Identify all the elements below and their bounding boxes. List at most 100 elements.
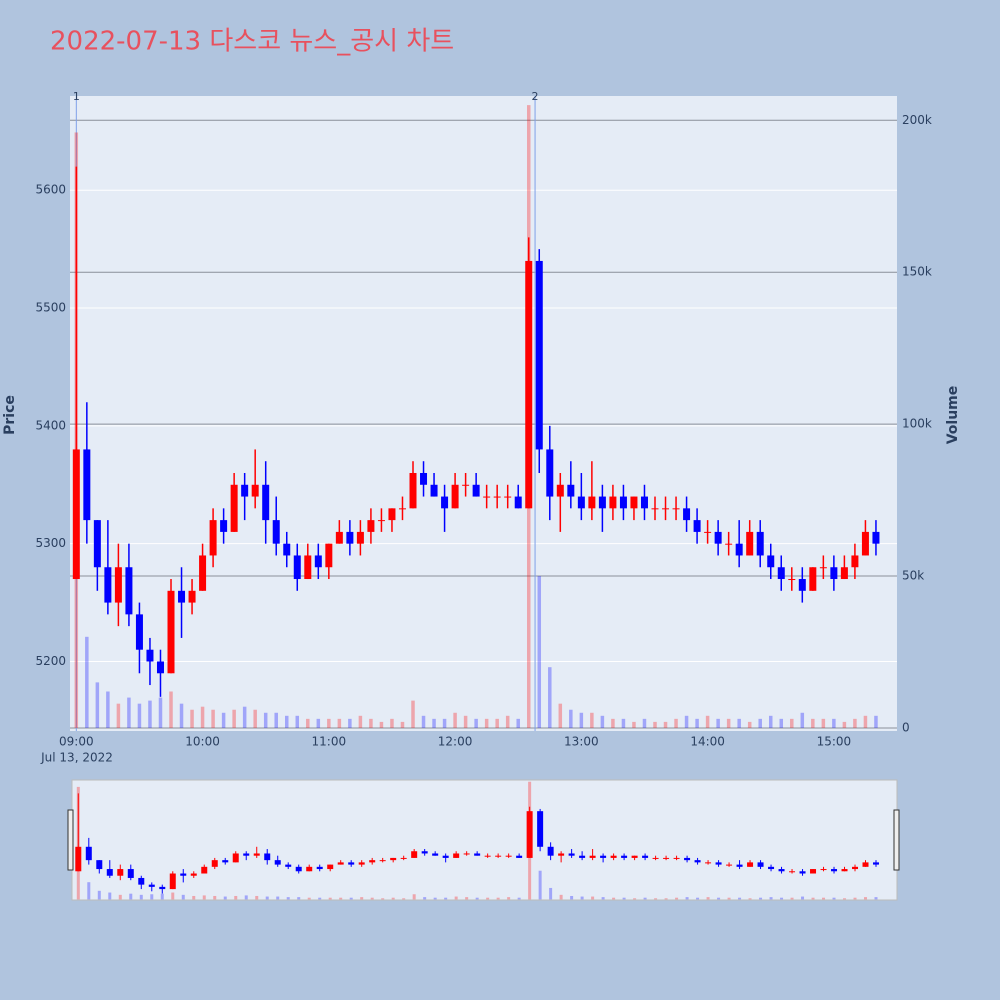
mini-candle-body <box>831 869 838 872</box>
candle-body <box>241 484 249 497</box>
candle-body <box>546 449 554 497</box>
mini-volume-bar <box>559 894 563 900</box>
mini-candle-body <box>757 862 764 867</box>
mini-candle-body <box>726 864 733 866</box>
mini-candle-body <box>159 886 166 890</box>
candle-body <box>356 531 364 544</box>
x-tick-label: 10:00 <box>185 735 220 749</box>
volume-bar <box>474 718 478 728</box>
mini-candle-body <box>106 869 113 876</box>
mini-volume-bar <box>633 898 637 900</box>
mini-candle-body <box>442 855 449 858</box>
mini-volume-bar <box>276 896 280 900</box>
volume-bar <box>737 718 741 728</box>
candle-body <box>146 649 154 662</box>
volume-bar <box>442 718 447 728</box>
volume-bar <box>569 709 573 728</box>
mini-candle-body <box>453 853 460 858</box>
mini-volume-bar <box>685 897 689 900</box>
range-handle[interactable] <box>67 809 74 871</box>
mini-candle-body <box>327 864 334 870</box>
candle-body <box>525 260 533 509</box>
mini-candle-body <box>232 853 239 863</box>
candle-body <box>104 567 112 603</box>
candle-body <box>93 520 101 568</box>
mini-candle-body <box>663 857 670 859</box>
volume-bar <box>200 706 205 728</box>
candle-body <box>325 543 333 568</box>
mini-volume-bar <box>160 893 164 900</box>
candle-body <box>377 520 385 522</box>
mini-candle-body <box>495 855 502 857</box>
candle-body <box>556 484 564 497</box>
mini-candle-body <box>568 853 575 856</box>
candle-body <box>167 590 175 674</box>
candle-body <box>714 531 722 544</box>
mini-volume-bar <box>129 893 133 900</box>
mini-candle-body <box>432 853 439 856</box>
volume-bar <box>127 697 131 728</box>
candle-body <box>630 496 638 509</box>
volume-bar <box>642 718 647 728</box>
mini-volume-bar <box>570 895 574 900</box>
mini-candle-body <box>715 862 722 865</box>
mini-volume-bar <box>664 898 668 900</box>
candle-body <box>346 531 354 544</box>
mini-volume-bar <box>874 897 878 900</box>
mini-candle-body <box>526 811 533 858</box>
mini-volume-bar <box>202 895 206 900</box>
volume-bar <box>390 718 394 728</box>
mini-volume-bar <box>612 897 616 900</box>
mini-volume-bar <box>654 898 658 900</box>
volume-bar <box>558 703 563 728</box>
mini-candle-body <box>621 855 628 858</box>
candle-body <box>283 543 291 556</box>
mini-candle-body <box>75 846 82 872</box>
volume-bar <box>768 715 773 728</box>
mini-candle-body <box>264 853 271 861</box>
y-axis-title: Price <box>2 395 18 435</box>
candle-body <box>683 508 691 521</box>
mini-candle-body <box>600 855 607 858</box>
volume-bar <box>832 718 836 728</box>
mini-volume-bar <box>318 897 322 900</box>
volume-bar <box>179 703 184 728</box>
candle-body <box>114 567 122 603</box>
candle-body <box>125 567 133 615</box>
plot-area <box>70 96 897 731</box>
y-tick-label: 5300 <box>35 536 66 550</box>
candle-body <box>388 508 396 521</box>
mini-candle-body <box>747 862 754 867</box>
mini-volume-bar <box>328 897 332 900</box>
volume-bar <box>505 715 510 728</box>
mini-volume-bar <box>370 897 374 900</box>
volume-bar <box>811 718 815 728</box>
mini-candle-body <box>285 864 292 867</box>
mini-volume-bar <box>192 895 196 900</box>
volume-bar <box>548 667 552 728</box>
range-handle[interactable] <box>893 809 900 871</box>
mini-candle-body <box>306 866 313 872</box>
mini-volume-bar <box>108 892 112 900</box>
volume-bar <box>274 712 278 728</box>
mini-candle-body <box>537 811 544 847</box>
mini-candle-body <box>589 855 596 858</box>
mini-volume-bar <box>265 896 269 900</box>
candle-body <box>156 661 164 674</box>
mini-candle-body <box>862 862 869 867</box>
range-slider[interactable] <box>71 779 898 901</box>
volume-bar <box>621 718 626 728</box>
volume-bar <box>537 576 542 728</box>
mini-volume-bar <box>475 897 479 900</box>
mini-candle-body <box>117 869 124 876</box>
candle-body <box>462 484 470 486</box>
mini-volume-bar <box>706 897 710 900</box>
mini-volume-bar <box>87 882 91 900</box>
candle-body <box>767 555 775 568</box>
candle-body <box>746 531 754 556</box>
mini-candle-body <box>211 860 218 867</box>
volume-bar <box>516 718 520 728</box>
mini-candle-body <box>684 857 691 861</box>
mini-candle-body <box>222 860 229 863</box>
mini-candle-body <box>274 860 281 865</box>
